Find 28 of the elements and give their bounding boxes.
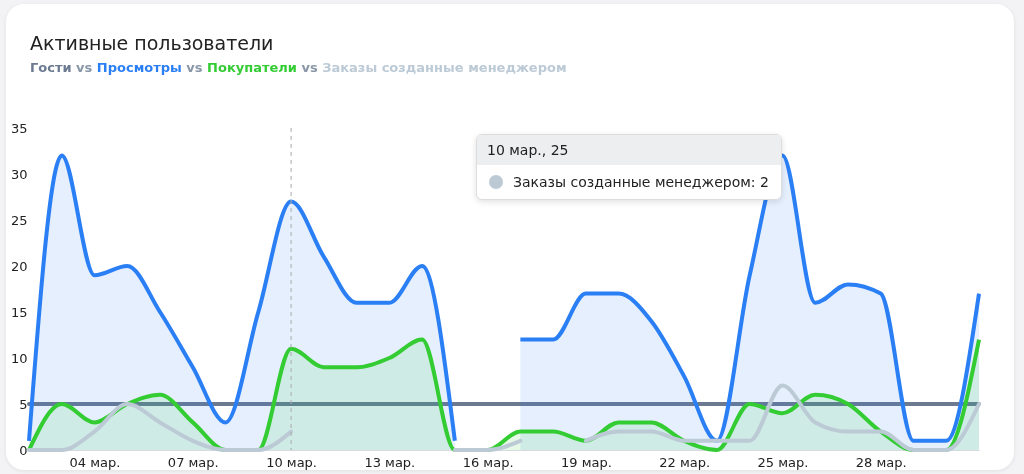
y-tick-label: 15 [10, 304, 28, 320]
x-tick-label: 10 мар. [266, 454, 317, 470]
text: vs [75, 60, 94, 75]
x-tick-label: 19 мар. [560, 454, 612, 470]
text: Заказы созданные менеджером [322, 60, 567, 75]
y-tick-label: 25 [10, 212, 28, 228]
annotation: 10 мар., 25 [477, 135, 781, 165]
y-tick-label: 10 [10, 350, 28, 366]
chart-title: Активные пользователи [30, 32, 274, 54]
text: Покупатели [207, 60, 297, 75]
y-tick-label: 35 [10, 120, 28, 136]
x-tick-label: 16 мар. [462, 454, 514, 470]
x-tick-label: 04 мар. [69, 454, 121, 470]
text: Просмотры [96, 60, 182, 75]
y-tick-label: 5 [19, 396, 28, 412]
x-tick-label: 22 мар. [659, 454, 711, 470]
y-tick-label: 0 [19, 442, 28, 458]
x-tick-label: 13 мар. [364, 454, 416, 470]
annotation: Заказы созданные менеджером: 2 [513, 174, 769, 190]
text: vs [186, 60, 203, 75]
x-tick-label: 25 мар. [757, 454, 809, 470]
text: vs [301, 60, 318, 75]
tooltip-panel: 10 мар., 25 Заказы созданные менеджером: 2 [476, 134, 782, 200]
text: Гости [30, 60, 72, 75]
y-tick-label: 20 [10, 258, 28, 274]
x-tick-label: 28 мар. [855, 454, 907, 470]
y-tick-label: 30 [10, 166, 28, 182]
x-tick-label: 07 мар. [167, 454, 219, 470]
